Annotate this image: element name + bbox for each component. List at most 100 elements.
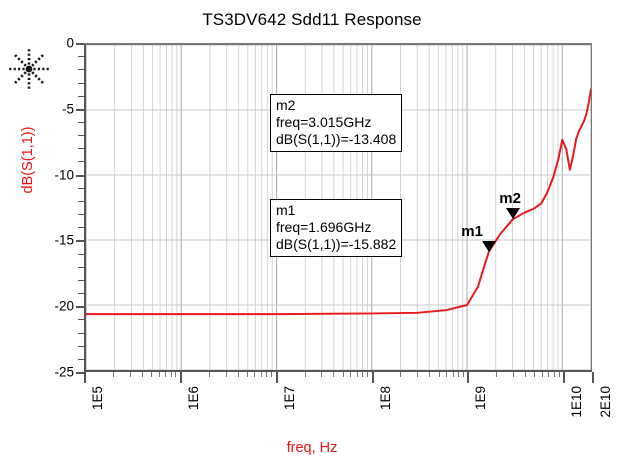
y-minor-tick: [78, 82, 85, 84]
x-minor-tick: [271, 372, 273, 377]
x-minor-tick: [151, 372, 152, 377]
y-tick-label: 0: [66, 35, 74, 51]
x-minor-tick: [321, 372, 323, 377]
y-minor-tick: [78, 135, 85, 137]
x-minor-tick: [553, 372, 555, 377]
x-minor-tick: [548, 372, 550, 377]
x-minor-tick: [513, 372, 514, 377]
y-tick-label: -10: [54, 167, 74, 183]
x-minor-tick: [175, 372, 177, 377]
y-minor-tick: [78, 95, 85, 97]
x-minor-tick: [225, 372, 227, 377]
marker-box-m1[interactable]: m1 freq=1.696GHz dB(S(1,1))=-15.882: [270, 199, 403, 257]
x-axis: 1E5 1E6 1E7 1E8 1E9 1E10 2E10 freq, Hz: [0, 372, 624, 470]
x-tick-label: 1E5: [90, 386, 105, 411]
y-axis: dB(S(1,1)) 0 -5 -10 -15 -20 -25: [0, 0, 85, 470]
x-minor-tick: [446, 372, 448, 377]
x-minor-tick: [438, 372, 440, 377]
y-major-tick: [76, 108, 85, 111]
x-major-tick: [84, 372, 86, 383]
x-minor-tick: [417, 372, 419, 377]
marker-box-m1-name: m1: [276, 202, 296, 218]
y-minor-tick: [78, 332, 85, 334]
y-minor-tick: [78, 253, 85, 255]
x-minor-tick: [429, 372, 431, 377]
x-axis-title: freq, Hz: [286, 440, 338, 456]
x-tick-label: 1E10: [569, 386, 585, 418]
starburst-icon: [6, 46, 52, 92]
x-minor-tick: [356, 372, 358, 377]
x-minor-tick: [260, 372, 262, 377]
x-minor-tick: [333, 372, 335, 377]
y-minor-tick: [78, 319, 85, 321]
y-major-tick: [76, 43, 85, 45]
y-tick-label: -5: [61, 101, 74, 117]
y-tick-label: -15: [54, 232, 74, 248]
x-minor-tick: [158, 372, 160, 377]
y-minor-tick: [78, 358, 85, 360]
x-minor-tick: [141, 372, 143, 377]
y-minor-tick: [78, 187, 85, 189]
page-title: TS3DV642 Sdd11 Response: [202, 10, 422, 29]
x-minor-tick: [534, 372, 536, 377]
x-minor-tick: [367, 372, 369, 377]
x-minor-tick: [237, 372, 239, 377]
y-tick-label: -20: [54, 298, 74, 314]
x-tick-label: 2E10: [598, 386, 613, 418]
x-minor-tick: [558, 372, 560, 377]
marker-box-m1-freq: freq=1.696GHz: [276, 219, 372, 235]
x-minor-tick: [266, 372, 268, 377]
x-minor-tick: [350, 372, 352, 377]
y-major-tick: [76, 174, 85, 177]
marker-box-m2-name: m2: [276, 97, 296, 113]
marker-point-m1-arrow: [482, 241, 497, 252]
y-tick-label: -25: [54, 364, 74, 380]
x-tick-label: 1E6: [185, 386, 201, 411]
x-minor-tick: [208, 372, 210, 377]
y-minor-tick: [78, 69, 85, 71]
x-minor-tick: [254, 372, 256, 377]
y-axis-title: dB(S(1,1)): [20, 126, 36, 194]
x-major-tick: [371, 372, 374, 383]
marker-box-m1-value: dB(S(1,1))=-15.882: [276, 236, 397, 252]
x-tick-label: 1E8: [377, 386, 393, 411]
data-trace: [86, 88, 591, 316]
marker-point-m2-label: m2: [499, 190, 521, 208]
x-major-tick: [467, 372, 470, 383]
x-minor-tick: [129, 372, 131, 377]
y-minor-tick: [78, 122, 85, 123]
y-minor-tick: [78, 56, 85, 58]
y-major-tick: [76, 372, 85, 374]
x-minor-tick: [112, 372, 114, 377]
x-tick-label: 1E9: [473, 386, 489, 411]
y-minor-tick: [78, 293, 85, 294]
x-major-tick: [563, 372, 566, 383]
x-major-tick: [179, 372, 182, 383]
x-minor-tick: [462, 372, 464, 377]
marker-box-m2-value: dB(S(1,1))=-13.408: [276, 131, 397, 147]
x-minor-tick: [525, 372, 526, 377]
y-minor-tick: [78, 227, 85, 229]
x-minor-tick: [452, 372, 454, 377]
y-minor-tick: [78, 148, 85, 150]
marker-point-m2-arrow: [506, 208, 521, 220]
x-major-tick: [275, 372, 278, 383]
x-minor-tick: [246, 372, 248, 377]
y-minor-tick: [78, 345, 85, 347]
y-minor-tick: [78, 279, 85, 281]
y-minor-tick: [78, 200, 85, 202]
x-tick-label: 1E7: [281, 386, 297, 411]
x-minor-tick: [458, 372, 459, 377]
y-minor-tick: [78, 161, 85, 163]
marker-point-m1-label: m1: [461, 223, 483, 240]
x-minor-tick: [496, 372, 498, 377]
marker-box-m2-freq: freq=3.015GHz: [276, 114, 372, 130]
x-minor-tick: [541, 372, 543, 377]
y-minor-tick: [78, 214, 85, 216]
x-major-tick: [592, 372, 594, 383]
x-minor-tick: [400, 372, 402, 377]
y-minor-tick: [78, 266, 85, 268]
marker-box-m2[interactable]: m2 freq=3.015GHz dB(S(1,1))=-13.408: [270, 94, 403, 152]
x-minor-tick: [362, 372, 364, 377]
